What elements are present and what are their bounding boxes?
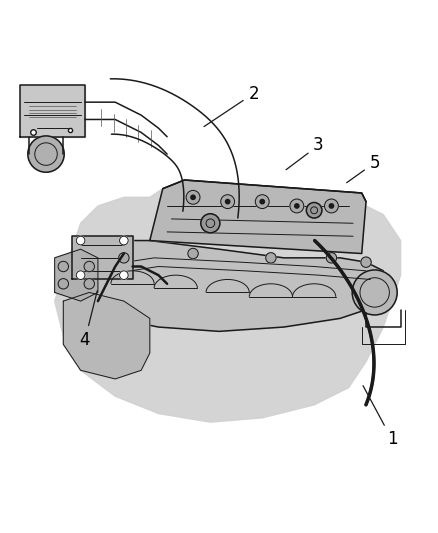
Circle shape bbox=[266, 253, 276, 263]
Circle shape bbox=[58, 279, 68, 289]
Circle shape bbox=[28, 136, 64, 172]
Circle shape bbox=[119, 253, 129, 263]
Circle shape bbox=[295, 204, 299, 208]
Text: 1: 1 bbox=[363, 386, 397, 448]
Text: 5: 5 bbox=[346, 154, 380, 183]
Circle shape bbox=[84, 279, 95, 289]
Circle shape bbox=[201, 214, 220, 233]
Text: 3: 3 bbox=[286, 136, 324, 169]
Circle shape bbox=[226, 199, 230, 204]
Polygon shape bbox=[64, 293, 150, 379]
Circle shape bbox=[326, 253, 337, 263]
Circle shape bbox=[361, 257, 371, 268]
Circle shape bbox=[325, 199, 338, 213]
Polygon shape bbox=[55, 249, 98, 301]
Circle shape bbox=[191, 195, 195, 199]
Circle shape bbox=[120, 271, 128, 279]
Circle shape bbox=[58, 261, 68, 272]
Polygon shape bbox=[81, 240, 383, 332]
Circle shape bbox=[76, 271, 85, 279]
Circle shape bbox=[221, 195, 235, 208]
Polygon shape bbox=[72, 236, 133, 279]
Circle shape bbox=[352, 270, 397, 315]
Circle shape bbox=[260, 199, 265, 204]
Polygon shape bbox=[55, 189, 401, 422]
Circle shape bbox=[188, 248, 198, 259]
Circle shape bbox=[84, 261, 95, 272]
Circle shape bbox=[290, 199, 304, 213]
Circle shape bbox=[255, 195, 269, 208]
Text: 2: 2 bbox=[204, 85, 259, 126]
Polygon shape bbox=[20, 85, 85, 137]
Polygon shape bbox=[150, 180, 366, 254]
Circle shape bbox=[76, 236, 85, 245]
Text: 4: 4 bbox=[80, 291, 97, 349]
Circle shape bbox=[329, 204, 334, 208]
Circle shape bbox=[186, 190, 200, 204]
Circle shape bbox=[306, 203, 322, 218]
Circle shape bbox=[120, 236, 128, 245]
